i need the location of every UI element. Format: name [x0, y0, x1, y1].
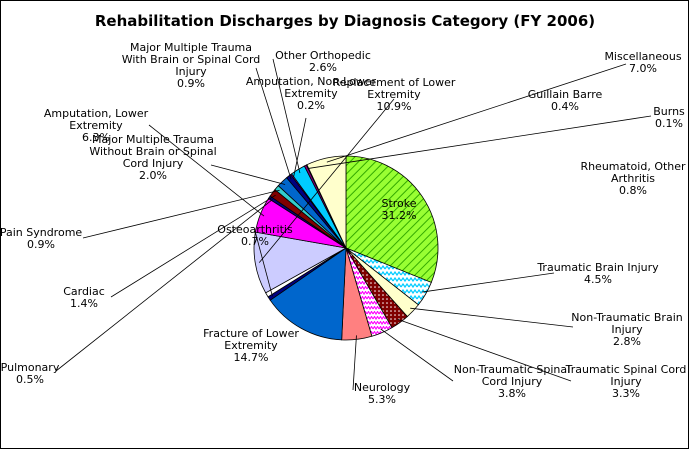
leader-line — [210, 164, 286, 185]
leader-line — [148, 124, 265, 217]
slice-label-non-traumatic-spinal-cord-injury: Non-Traumatic Spinal Cord Injury 3.8% — [454, 363, 570, 400]
slice-label-neurology: Neurology 5.3% — [354, 381, 411, 406]
leader-line — [82, 189, 280, 239]
slice-labels: Stroke 31.2% Traumatic Brain Injury 4.5% Non… — [1, 41, 686, 406]
slice-label-guillain-barre: Guillain Barre 0.4% — [528, 88, 603, 113]
leader-line — [258, 98, 395, 263]
pie-slice-fracture-of-lower-extremity — [269, 247, 347, 341]
slice-label-stroke: Stroke 31.2% — [381, 197, 416, 222]
leader-line — [397, 318, 572, 382]
leader-line — [272, 58, 301, 174]
slice-label-traumatic-brain-injury: Traumatic Brain Injury 4.5% — [536, 261, 659, 286]
slice-label-amputation-lower-extremity: Amputation, Lower Extremity 6.3% — [44, 107, 149, 144]
pie-slice-stroke — [345, 155, 439, 283]
slice-label-fracture-of-lower-extremity: Fracture of Lower Extremity 14.7% — [203, 327, 299, 364]
slice-label-traumatic-spinal-cord-injury: Traumatic Spinal Cord Injury 3.3% — [565, 363, 687, 400]
slice-label-replacement-of-lower-extremity: Replacement of Lower Extremity 10.9% — [333, 76, 456, 113]
slice-label-miscellaneous: Miscellaneous 7.0% — [604, 50, 681, 75]
slice-label-amputation-non-lower-extremity: Amputation, Non-Lower Extremity 0.2% — [246, 75, 377, 112]
pie-slices — [253, 155, 439, 341]
leader-line — [380, 328, 454, 382]
slice-label-major-multiple-trauma-without-brain-or-spinal-cord-injury: Major Multiple Trauma Without Brain or Sp… — [89, 133, 216, 182]
slice-label-pain-syndrome: Pain Syndrome 0.9% — [1, 226, 82, 251]
leader-line — [352, 335, 357, 391]
leader-line — [326, 63, 627, 163]
leader-line — [110, 194, 276, 298]
leader-line — [422, 272, 555, 293]
slice-label-pulmonary: Pulmonary 0.5% — [1, 361, 60, 386]
leader-line — [255, 67, 292, 180]
slice-label-osteoarthritis: Osteoarthritis 0.7% — [217, 223, 293, 248]
slice-label-other-orthopedic: Other Orthopedic 2.6% — [275, 49, 371, 74]
leader-line — [410, 307, 574, 328]
leader-line — [293, 117, 307, 178]
slice-label-major-multiple-trauma-with-brain-or-spinal-cord-injury: Major Multiple Trauma With Brain or Spina… — [122, 41, 261, 90]
leader-line — [308, 115, 652, 169]
slice-label-cardiac: Cardiac 1.4% — [63, 285, 105, 310]
leader-lines — [55, 58, 652, 391]
slice-label-non-traumatic-brain-injury: Non-Traumatic Brain Injury 2.8% — [571, 311, 682, 348]
slice-label-burns: Burns 0.1% — [653, 105, 685, 130]
chart-title: Rehabilitation Discharges by Diagnosis C… — [95, 12, 595, 30]
leader-line — [254, 230, 273, 297]
slice-label-rheumatoid-other-arthritis: Rheumatoid, Other Arthritis 0.8% — [580, 160, 686, 197]
leader-line — [55, 199, 273, 372]
